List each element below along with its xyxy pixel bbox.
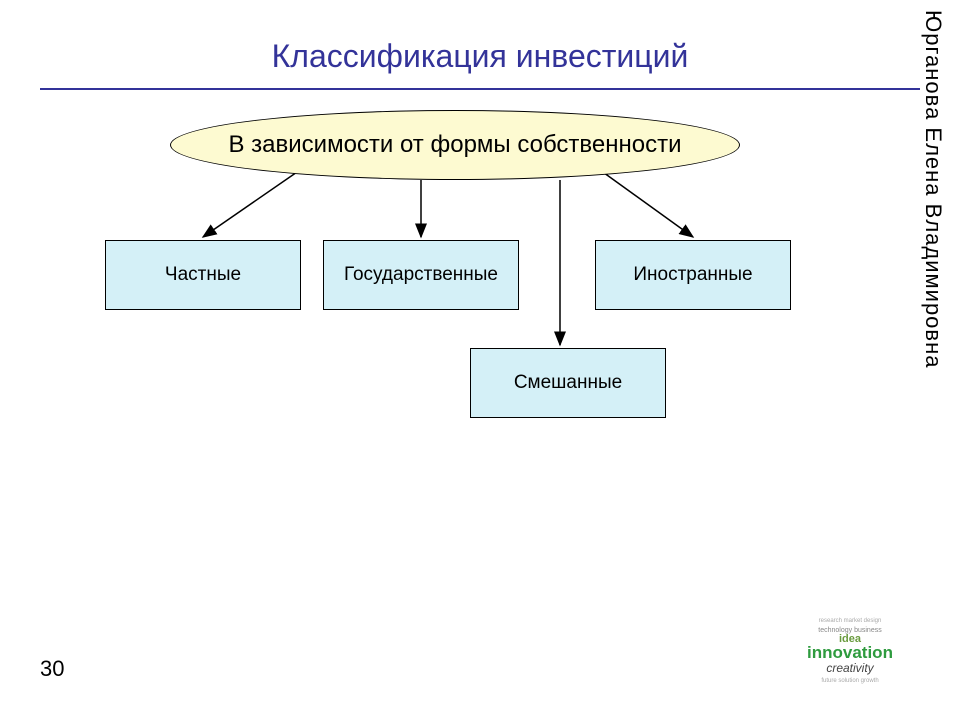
- criterion-ellipse: В зависимости от формы собственности: [170, 110, 740, 180]
- title-underline: [40, 88, 920, 90]
- category-label: Частные: [165, 264, 241, 286]
- page-number: 30: [40, 656, 64, 682]
- svg-text:innovation: innovation: [807, 643, 893, 662]
- category-label: Иностранные: [633, 264, 752, 286]
- category-label: Государственные: [344, 264, 498, 286]
- author-vertical-text: Юрганова Елена Владимировна: [920, 10, 946, 368]
- category-box: Смешанные: [470, 348, 666, 418]
- slide-title: Классификация инвестиций: [0, 38, 960, 75]
- svg-text:creativity: creativity: [826, 661, 874, 675]
- criterion-label: В зависимости от формы собственности: [228, 131, 681, 159]
- category-box: Иностранные: [595, 240, 791, 310]
- svg-text:research market design: research market design: [819, 618, 882, 624]
- category-box: Частные: [105, 240, 301, 310]
- wordcloud-decoration: technology business idea innovation crea…: [790, 600, 910, 690]
- category-box: Государственные: [323, 240, 519, 310]
- category-label: Смешанные: [514, 372, 622, 394]
- svg-text:future solution growth: future solution growth: [821, 678, 878, 684]
